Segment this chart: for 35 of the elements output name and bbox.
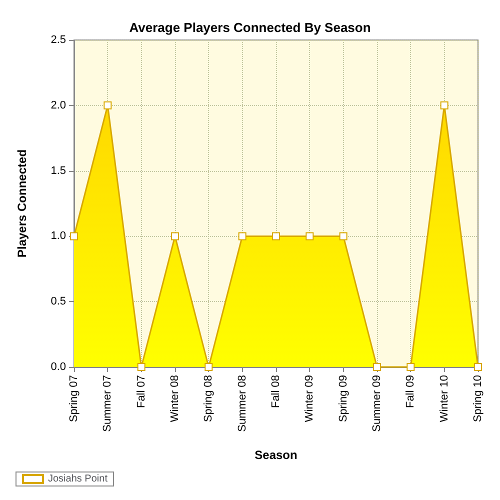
x-tick-label: Summer 07 (102, 375, 114, 432)
point (306, 232, 314, 240)
point (440, 101, 448, 110)
point (238, 232, 246, 240)
x-tick-label: Summer 08 (236, 375, 248, 432)
x-tick-label: Winter 10 (438, 375, 450, 422)
x-tick-label: Summer 09 (371, 375, 383, 432)
y-tick-label: 0.0 (50, 361, 66, 373)
point (373, 363, 381, 371)
x-axis-title: Season (254, 448, 298, 462)
y-tick-label: 2.5 (50, 34, 66, 46)
x-tick-label: Winter 09 (304, 375, 316, 422)
x-tick-label: Fall 07 (135, 375, 148, 408)
point (137, 363, 146, 371)
y-tick-label: 1.5 (50, 164, 66, 177)
chart-title: Average Players Connected By Season (129, 20, 371, 35)
x-tick-label: Spring 10 (472, 375, 484, 422)
y-tick-label: 0.5 (50, 296, 66, 308)
y-tick-label: 2.0 (50, 99, 66, 112)
x-tick-label: Winter 08 (169, 375, 181, 422)
point (204, 363, 213, 371)
point (272, 232, 280, 240)
point (339, 232, 348, 240)
y-tick-label: 1.0 (50, 230, 66, 242)
point (70, 232, 78, 240)
x-tick-label: Fall 09 (404, 375, 417, 408)
point (171, 232, 179, 240)
x-tick-label: Spring 07 (68, 375, 80, 422)
x-tick-label: Fall 08 (270, 375, 282, 408)
x-tick-label: Spring 08 (202, 375, 215, 422)
point (406, 363, 415, 371)
legend-label: Josiahs Point (48, 474, 108, 484)
x-tick-label: Spring 09 (337, 375, 350, 422)
point (104, 101, 112, 110)
y-axis-title: Players Connected (15, 149, 29, 258)
